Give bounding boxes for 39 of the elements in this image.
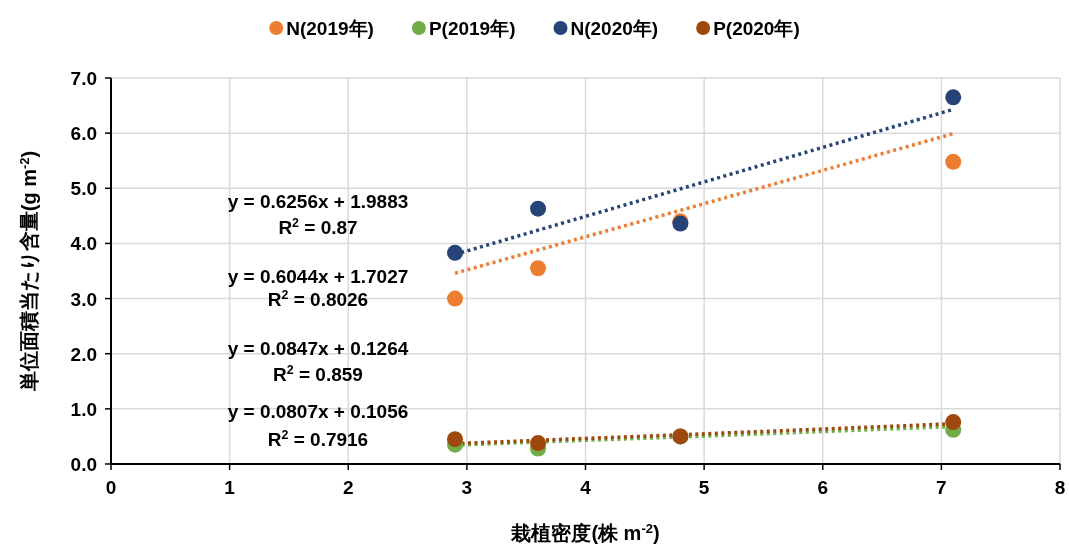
legend-label: P(2020年) — [713, 18, 800, 39]
point — [447, 431, 464, 448]
x-tick-label: 4 — [580, 477, 592, 498]
point — [945, 89, 962, 106]
annotation: y = 0.0807x + 0.1056 — [227, 401, 409, 422]
y-tick-label: 5.0 — [70, 178, 97, 200]
point — [945, 153, 962, 170]
point — [945, 414, 962, 431]
x-tick-label: 8 — [1054, 477, 1066, 498]
annotation: y = 0.0847x + 0.1264 — [227, 338, 409, 359]
x-tick-label: 6 — [817, 477, 829, 498]
y-tick-label: 0.0 — [70, 454, 97, 475]
y-tick-label: 7.0 — [70, 68, 97, 89]
point — [530, 260, 547, 277]
y-tick-label: 1.0 — [70, 398, 97, 420]
legend-label: N(2019年) — [286, 18, 374, 39]
x-tick-label: 3 — [461, 477, 473, 498]
x-tick-label: 0 — [105, 477, 117, 498]
annotation: R$^{2}$ = 0.7916 — [267, 428, 369, 450]
annotation: y = 0.6256x + 1.9883 — [227, 191, 409, 212]
point — [530, 435, 547, 452]
y-tick-label: 4.0 — [70, 233, 97, 255]
annotation: R$^{2}$ = 0.859 — [273, 363, 363, 385]
x-tick-label: 2 — [342, 477, 354, 498]
x-tick-label: 5 — [698, 477, 710, 498]
legend-label: N(2020年) — [570, 18, 659, 39]
annotation: R$^{2}$ = 0.8026 — [267, 288, 369, 310]
annotation: y = 0.6044x + 1.7027 — [227, 266, 409, 287]
x-axis-title: 栽植密度(株 m$^{-2}$) — [510, 520, 660, 544]
y-tick-label: 2.0 — [70, 343, 97, 365]
annotation: R$^{2}$ = 0.87 — [278, 216, 358, 238]
point — [530, 200, 547, 217]
x-tick-label: 1 — [224, 477, 236, 498]
legend-label: P(2019年) — [428, 18, 516, 39]
y-tick-label: 3.0 — [70, 288, 97, 310]
y-tick-label: 6.0 — [70, 123, 97, 145]
point — [447, 290, 464, 307]
point — [447, 244, 464, 261]
x-tick-label: 7 — [936, 477, 947, 498]
